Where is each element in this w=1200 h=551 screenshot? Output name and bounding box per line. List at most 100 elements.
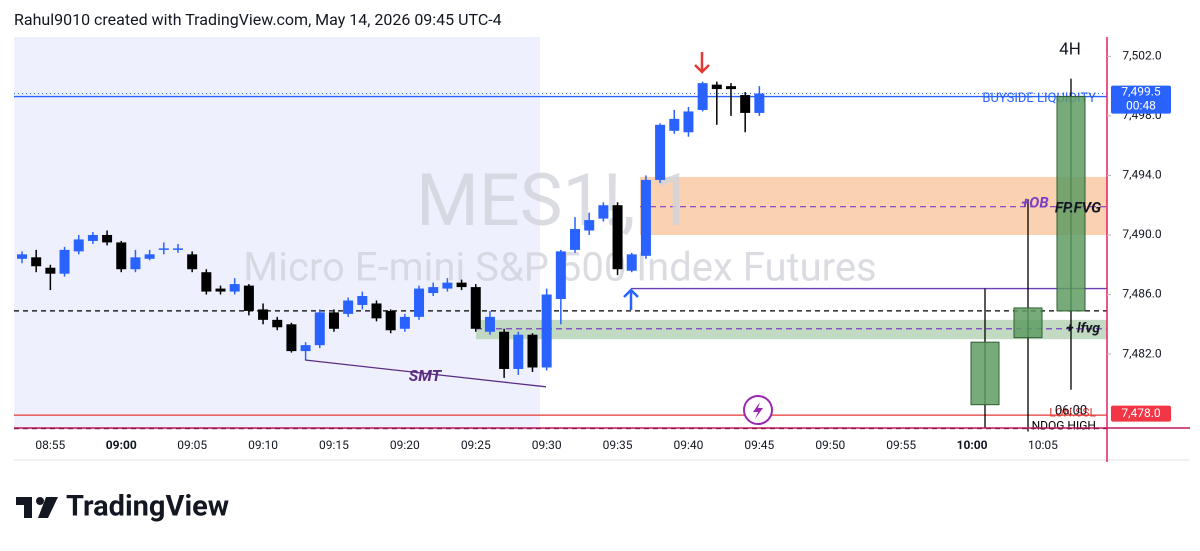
candle-body <box>669 118 680 131</box>
brand: TradingView <box>66 490 229 524</box>
candle-body <box>243 285 254 311</box>
y-tick-label: 7,486.0 <box>1122 287 1162 301</box>
zone-sublabel: +OB <box>1021 194 1049 212</box>
countdown-label: 00:48 <box>1126 99 1156 113</box>
candle-body <box>555 251 566 299</box>
candle-body <box>371 303 382 319</box>
candle-body <box>45 267 56 274</box>
candle-body <box>541 294 552 368</box>
level-label: NDOG HIGH <box>1032 419 1096 433</box>
candle-body <box>187 254 198 270</box>
candle-body <box>470 287 481 329</box>
candle-body <box>229 284 240 292</box>
x-tick-label: 10:05 <box>1028 438 1058 452</box>
x-tick-label: 09:40 <box>674 438 704 452</box>
candle-body <box>499 331 510 369</box>
candle-body <box>73 239 84 252</box>
up-arrow <box>623 288 639 310</box>
logo-mark <box>38 497 58 518</box>
htf-body <box>1013 307 1043 339</box>
candle-body <box>272 319 283 328</box>
event-bolt <box>753 402 763 419</box>
candle-body <box>59 249 70 274</box>
logo-mark <box>16 497 32 518</box>
x-tick-label: 08:55 <box>35 438 65 452</box>
zone <box>640 176 1107 235</box>
chart-title: Rahul9010 created with TradingView.com, … <box>14 10 502 29</box>
candle-body <box>612 205 623 270</box>
watermark-symbol: MES1!, 1 <box>416 158 694 243</box>
candle-body <box>314 312 325 346</box>
session-time: 06:00 <box>1055 403 1087 418</box>
last-price-label: 7,499.5 <box>1121 85 1161 99</box>
x-tick-label: 09:15 <box>319 438 349 452</box>
candle-body <box>328 312 339 329</box>
candle-body <box>399 316 410 329</box>
candle-body <box>357 296 368 305</box>
candle-body <box>31 257 42 267</box>
zone-label: FP.FVG <box>1055 199 1101 217</box>
candle-body <box>201 272 212 292</box>
zone-label: + lfvg <box>1066 320 1100 336</box>
candle-body <box>343 300 354 314</box>
x-tick-label: 09:45 <box>744 438 774 452</box>
candle-body <box>87 234 98 241</box>
y-tick-label: 7,490.0 <box>1122 227 1162 241</box>
candle-body <box>683 111 694 133</box>
candle-body <box>484 316 495 332</box>
candle-body <box>527 334 538 368</box>
candle-body <box>655 124 666 180</box>
x-tick-label: 09:30 <box>532 438 562 452</box>
x-tick-label: 09:25 <box>461 438 491 452</box>
candle-body <box>414 288 425 317</box>
candle-body <box>286 324 297 352</box>
smt-label: SMT <box>409 366 443 385</box>
x-tick-label: 09:20 <box>390 438 420 452</box>
level-label: LON.SSL <box>1049 405 1096 419</box>
htf-body <box>970 341 1000 406</box>
candle-body <box>584 220 595 231</box>
logo-mark <box>36 497 44 505</box>
session-shade <box>14 37 540 430</box>
alert-price-label: 7,478.0 <box>1121 406 1161 420</box>
y-tick-label: 7,482.0 <box>1122 346 1162 360</box>
y-tick-label: 7,502.0 <box>1122 49 1162 63</box>
candle-body <box>428 287 439 294</box>
candle-body <box>626 254 637 271</box>
candle-body <box>17 254 27 259</box>
candle-body <box>513 334 524 369</box>
candle-body <box>144 254 155 259</box>
candle-body <box>697 83 708 110</box>
y-tick-label: 7,494.0 <box>1122 168 1162 182</box>
candle-body <box>130 257 141 270</box>
htf-label: 4H <box>1059 39 1081 59</box>
x-tick-label: 09:35 <box>603 438 633 452</box>
candle-body <box>385 310 396 331</box>
candle-body <box>711 84 722 90</box>
candle-body <box>740 95 751 113</box>
down-arrow <box>694 52 710 74</box>
x-tick-label: 09:10 <box>248 438 278 452</box>
candle-body <box>300 345 311 352</box>
candle-body <box>172 248 183 250</box>
x-tick-label: 09:50 <box>815 438 845 452</box>
logo: TradingView <box>16 490 229 524</box>
zone <box>476 319 1107 340</box>
x-tick-label: 09:55 <box>886 438 916 452</box>
x-tick-label: 09:05 <box>177 438 207 452</box>
x-tick-label: 09:00 <box>106 438 137 452</box>
x-tick-label: 10:00 <box>957 438 988 452</box>
candle-body <box>598 205 609 219</box>
candle-body <box>570 229 581 250</box>
candle-body <box>456 282 467 288</box>
candle-body <box>754 93 765 113</box>
candle-body <box>215 288 226 292</box>
candle-body <box>640 179 651 256</box>
candle-body <box>726 86 736 90</box>
candle-body <box>158 248 169 250</box>
smt-line <box>304 359 547 388</box>
candle-body <box>258 309 269 320</box>
alert-price-box <box>1111 405 1171 422</box>
